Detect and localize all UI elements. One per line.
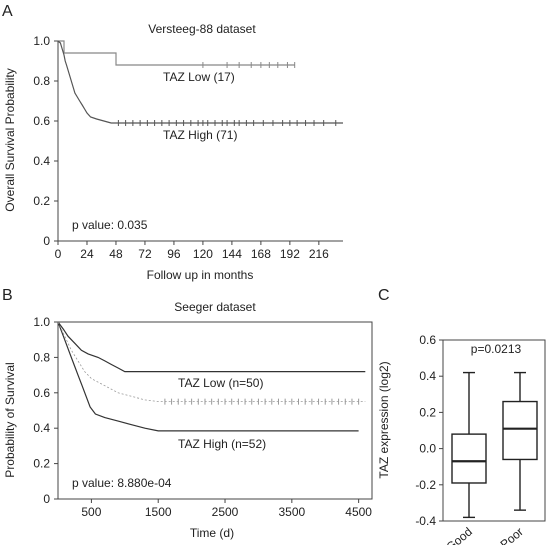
chart-a-ytick-label: 1.0 (33, 34, 50, 48)
chart-a-xtick-label: 0 (55, 247, 62, 261)
chart-a-series-0-line (58, 40, 295, 66)
panel-label-a: A (2, 3, 13, 20)
chart-b-ytick-label: 1.0 (33, 315, 50, 329)
chart-a-ytick-label: 0.6 (33, 114, 50, 128)
chart-a-legend-high: TAZ High (71) (163, 128, 237, 142)
chart-a-xtick-label: 192 (280, 247, 300, 261)
box-plot-taz: TAZ expression (log2) p=0.0213 -0.4 -0.2 0… (377, 333, 546, 545)
chart-a-xtick-label: 216 (309, 247, 329, 261)
chart-b-xtick-label: 3500 (278, 505, 305, 519)
chart-a-ytick-label: 0.2 (33, 194, 50, 208)
box-1-iqr (502, 400, 538, 461)
chart-a-ylabel: Overall Survival Probability (3, 68, 17, 211)
chart-b-xtick-label: 2500 (212, 505, 239, 519)
chart-a-xtick-label: 120 (193, 247, 213, 261)
chart-b-ylabel: Probability of Survival (3, 362, 17, 477)
chart-b-series-1-line (57, 321, 359, 432)
chart-c-ytick-label: -0.2 (415, 478, 436, 492)
chart-b-series-2-line (57, 321, 366, 402)
chart-c-ytick-label: 0.6 (419, 333, 436, 347)
chart-c-ytick-label: 0.4 (419, 369, 436, 383)
chart-b-series-0-line (57, 321, 366, 373)
chart-a-series-1-line (57, 40, 343, 124)
chart-b-ytick-label: 0.4 (33, 421, 50, 435)
chart-a-xtick-label: 168 (251, 247, 271, 261)
chart-a-ytick-label: 0.8 (33, 74, 50, 88)
panel-label-c: C (378, 287, 390, 304)
box-0-category-label: Good (443, 525, 474, 545)
chart-a-xtick-label: 48 (109, 247, 123, 261)
panel-label-b: B (2, 287, 13, 304)
chart-b-ytick-label: 0.2 (33, 457, 50, 471)
chart-a-ytick-label: 0 (43, 234, 50, 248)
chart-c-frame (442, 339, 546, 522)
chart-c-annotation: p=0.0213 (471, 342, 522, 356)
box-1-category-label: Poor (498, 525, 526, 545)
chart-b-xtick-label: 500 (81, 505, 101, 519)
chart-b-annotation: p value: 8.880e-04 (72, 476, 172, 490)
chart-b-ytick-label: 0 (43, 492, 50, 506)
chart-a-ytick-label: 0.4 (33, 154, 50, 168)
chart-a-xtick-label: 72 (138, 247, 152, 261)
chart-c-ytick-label: 0.2 (419, 405, 436, 419)
chart-b-xtick-label: 1500 (145, 505, 172, 519)
chart-a-xtick-label: 144 (222, 247, 242, 261)
chart-a-xlabel: Follow up in months (147, 268, 254, 282)
chart-a-legend-low: TAZ Low (17) (163, 70, 235, 84)
chart-c-ytick-label: 0.0 (419, 442, 436, 456)
chart-c-ylabel: TAZ expression (log2) (377, 361, 391, 478)
km-plot-seeger: Seeger dataset Probability of Survival T… (3, 300, 373, 540)
chart-b-legend-high: TAZ High (n=52) (178, 437, 266, 451)
chart-a-xtick-label: 24 (80, 247, 94, 261)
chart-b-ytick-label: 0.8 (33, 350, 50, 364)
chart-a-annotation: p value: 0.035 (72, 218, 148, 232)
chart-a-title: Versteeg-88 dataset (148, 22, 256, 36)
km-plot-versteeg: Versteeg-88 dataset Overall Survival Pro… (3, 22, 343, 282)
chart-b-title: Seeger dataset (174, 300, 256, 314)
chart-b-legend-low: TAZ Low (n=50) (178, 376, 263, 390)
chart-a-xtick-label: 96 (167, 247, 181, 261)
chart-b-ytick-label: 0.6 (33, 386, 50, 400)
chart-b-xtick-label: 4500 (345, 505, 372, 519)
chart-b-frame (57, 321, 373, 500)
chart-b-xlabel: Time (d) (190, 526, 234, 540)
chart-c-ytick-label: -0.4 (415, 514, 436, 528)
box-0-iqr (451, 433, 487, 484)
